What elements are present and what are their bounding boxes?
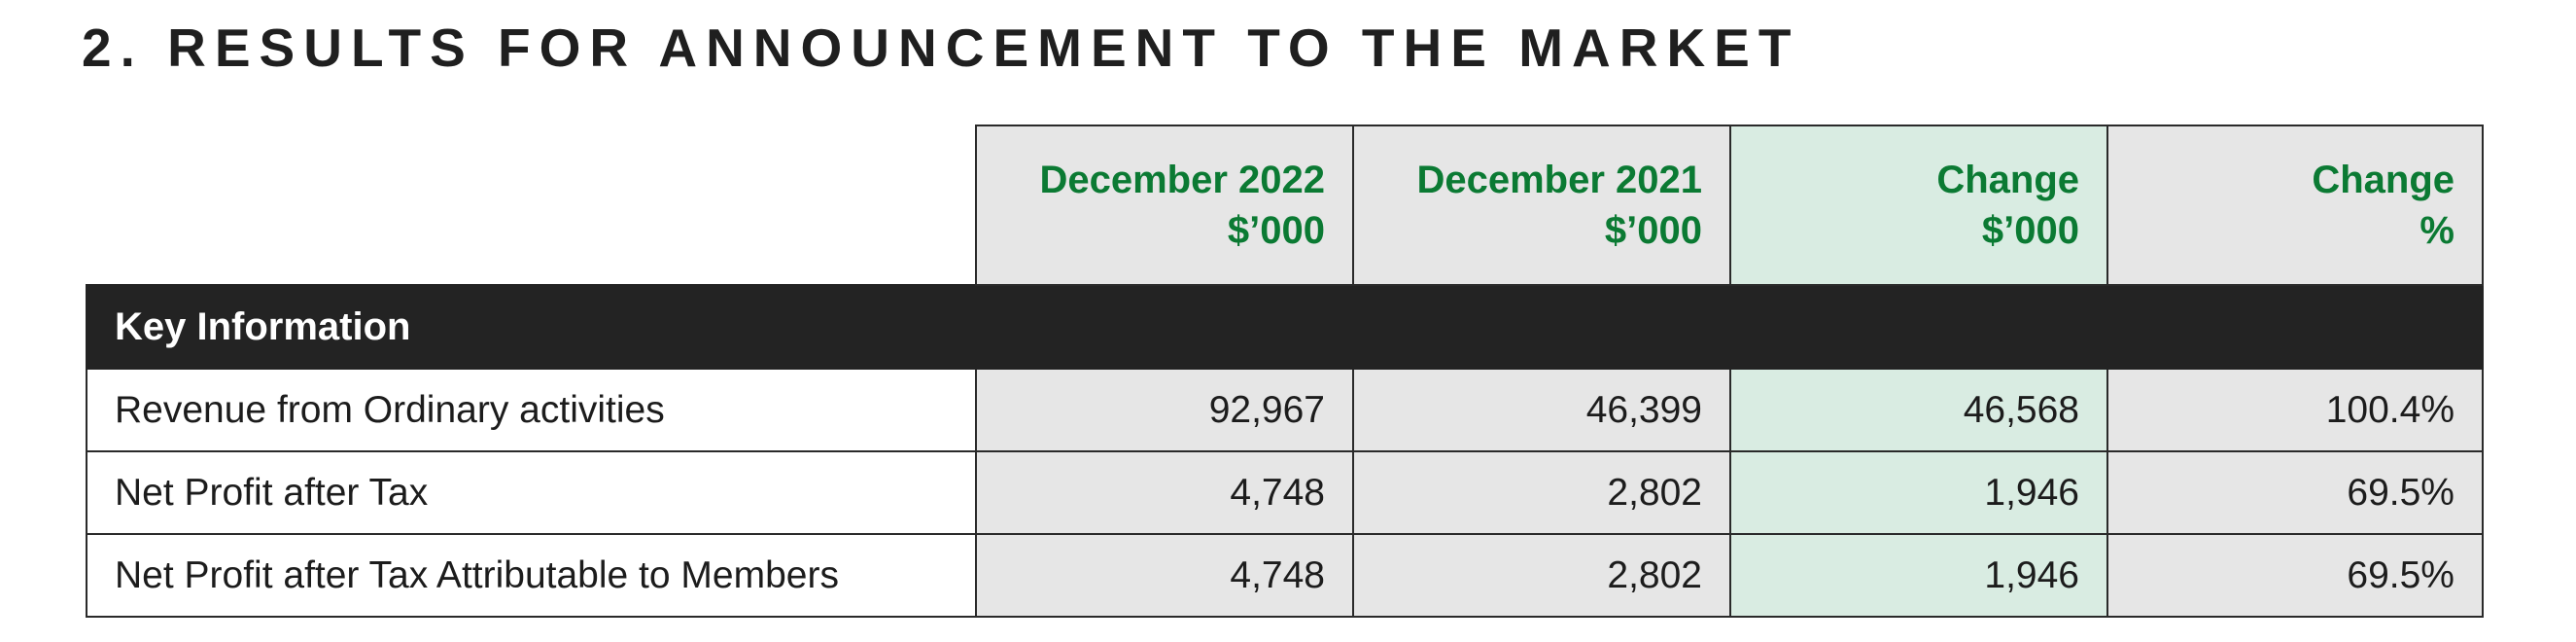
column-header-december-2022: December 2022 $’000 (975, 125, 1354, 286)
header-blank-cell (87, 125, 977, 285)
value-change-amount: 1,946 (1729, 450, 2108, 535)
column-header-line1: Change (1936, 159, 2079, 201)
section-title: Key Information (86, 284, 2484, 370)
column-header-line2: $’000 (1604, 209, 1702, 252)
column-header-december-2021: December 2021 $’000 (1352, 125, 1731, 286)
value-december-2022: 4,748 (975, 450, 1354, 535)
column-header-line2: % (2419, 209, 2454, 252)
column-header-line1: December 2021 (1416, 159, 1702, 201)
column-header-change-percent: Change % (2106, 125, 2484, 286)
table-row: Net Profit after Tax 4,748 2,802 1,946 6… (86, 450, 2484, 535)
value-december-2021: 46,399 (1352, 368, 1731, 452)
column-header-line1: December 2022 (1039, 159, 1325, 201)
value-change-amount: 46,568 (1729, 368, 2108, 452)
column-header-line2: $’000 (1981, 209, 2079, 252)
results-table: December 2022 $’000 December 2021 $’000 … (86, 125, 2484, 618)
value-december-2021: 2,802 (1352, 450, 1731, 535)
table-header-row: December 2022 $’000 December 2021 $’000 … (87, 125, 2484, 286)
section-header-row: Key Information (86, 284, 2484, 370)
column-header-line2: $’000 (1227, 209, 1325, 252)
column-header-line1: Change (2312, 159, 2454, 201)
value-change-percent: 100.4% (2106, 368, 2484, 452)
row-label: Net Profit after Tax Attributable to Mem… (86, 533, 977, 618)
table-row: Net Profit after Tax Attributable to Mem… (86, 533, 2484, 618)
row-label: Net Profit after Tax (86, 450, 977, 535)
value-change-amount: 1,946 (1729, 533, 2108, 618)
column-header-change-amount: Change $’000 (1729, 125, 2108, 286)
table-row: Revenue from Ordinary activities 92,967 … (86, 368, 2484, 452)
value-december-2021: 2,802 (1352, 533, 1731, 618)
value-december-2022: 4,748 (975, 533, 1354, 618)
row-label: Revenue from Ordinary activities (86, 368, 977, 452)
value-change-percent: 69.5% (2106, 533, 2484, 618)
value-december-2022: 92,967 (975, 368, 1354, 452)
value-change-percent: 69.5% (2106, 450, 2484, 535)
page-title: 2. RESULTS FOR ANNOUNCEMENT TO THE MARKE… (82, 18, 1800, 78)
